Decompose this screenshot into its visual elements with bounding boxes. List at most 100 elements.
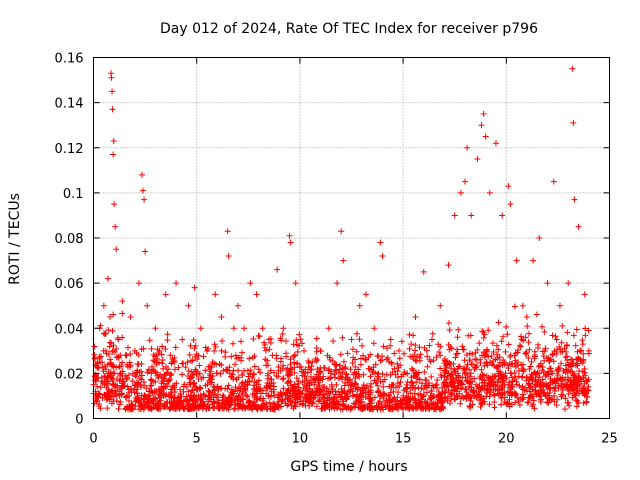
roti-cloud-point — [189, 387, 196, 394]
roti-cloud-point — [91, 343, 98, 350]
roti-cloud-point — [401, 387, 408, 394]
y-tick-label: 0.1 — [63, 187, 84, 202]
roti-cloud-point — [164, 331, 171, 338]
roti-cloud-point — [453, 374, 460, 381]
roti-cloud-point — [246, 403, 253, 410]
roti-cloud-point — [214, 391, 221, 398]
roti-cloud-point — [449, 391, 456, 398]
roti-point — [575, 223, 582, 230]
roti-cloud-point — [267, 367, 274, 374]
roti-point — [505, 183, 512, 190]
roti-cloud-point — [325, 375, 332, 382]
roti-cloud-point — [388, 381, 395, 388]
roti-cloud-point — [555, 366, 562, 373]
roti-point — [218, 313, 225, 320]
roti-cloud-point — [559, 387, 566, 394]
roti-cloud-point — [354, 397, 361, 404]
roti-cloud-point — [564, 341, 571, 348]
roti-cloud-point — [582, 332, 589, 339]
roti-cloud-point — [480, 334, 487, 341]
roti-cloud-point — [291, 352, 298, 359]
roti-cloud-point — [160, 375, 167, 382]
roti-cloud-point — [295, 384, 302, 391]
roti-cloud-point — [412, 347, 419, 354]
roti-cloud-point — [182, 364, 189, 371]
roti-cloud-point — [251, 363, 258, 370]
roti-cloud-point — [569, 394, 576, 401]
roti-cloud-point — [403, 404, 410, 411]
roti-cloud-point — [395, 389, 402, 396]
roti-cloud-point — [287, 397, 294, 404]
roti-cloud-point — [437, 343, 444, 350]
roti-cloud-point — [505, 365, 512, 372]
roti-cloud-point — [275, 373, 282, 380]
roti-point — [325, 325, 332, 332]
roti-cloud-point — [554, 396, 561, 403]
roti-cloud-point — [516, 342, 523, 349]
roti-point — [139, 171, 146, 178]
roti-cloud-point — [307, 366, 314, 373]
roti-cloud-point — [516, 402, 523, 409]
roti-cloud-point — [278, 391, 285, 398]
roti-cloud-point — [212, 343, 219, 350]
roti-point — [185, 302, 192, 309]
roti-cloud-point — [476, 340, 483, 347]
roti-cloud-point — [466, 357, 473, 364]
roti-cloud-point — [370, 368, 377, 375]
roti-cloud-point — [478, 352, 485, 359]
roti-cloud-point — [188, 374, 195, 381]
roti-cloud-point — [526, 346, 533, 353]
roti-cloud-point — [514, 394, 521, 401]
roti-cloud-point — [313, 335, 320, 342]
roti-point — [144, 302, 151, 309]
roti-cloud-point — [574, 356, 581, 363]
roti-cloud-point — [167, 352, 174, 359]
x-tick-label: 25 — [601, 432, 618, 447]
roti-cloud-point — [387, 342, 394, 349]
roti-cloud-point — [525, 398, 532, 405]
roti-cloud-point — [529, 371, 536, 378]
roti-point — [100, 302, 107, 309]
roti-cloud-point — [315, 397, 322, 404]
roti-cloud-point — [219, 404, 226, 411]
roti-cloud-point — [573, 403, 580, 410]
roti-cloud-point — [104, 391, 111, 398]
roti-cloud-point — [473, 356, 480, 363]
roti-cloud-point — [374, 406, 381, 413]
roti-cloud-point — [225, 382, 232, 389]
roti-cloud-point — [229, 371, 236, 378]
roti-cloud-point — [218, 347, 225, 354]
roti-cloud-point — [251, 371, 258, 378]
roti-cloud-point — [280, 375, 287, 382]
roti-cloud-point — [247, 404, 254, 411]
roti-cloud-point — [102, 366, 109, 373]
roti-cloud-point — [549, 379, 556, 386]
roti-cloud-point — [308, 389, 315, 396]
roti-cloud-point — [522, 350, 529, 357]
roti-cloud-point — [383, 371, 390, 378]
roti-cloud-point — [148, 366, 155, 373]
roti-cloud-point — [412, 342, 419, 349]
roti-cloud-point — [291, 359, 298, 366]
y-tick-label: 0.08 — [55, 232, 84, 247]
roti-cloud-point — [316, 396, 323, 403]
roti-cloud-point — [343, 370, 350, 377]
roti-cloud-point — [496, 359, 503, 366]
roti-cloud-point — [172, 344, 179, 351]
roti-cloud-point — [535, 388, 542, 395]
roti-cloud-point — [337, 406, 344, 413]
roti-cloud-point — [471, 375, 478, 382]
roti-cloud-point — [186, 396, 193, 403]
roti-point — [482, 133, 489, 140]
roti-cloud-point — [396, 355, 403, 362]
roti-cloud-point — [284, 379, 291, 386]
roti-cloud-point — [391, 365, 398, 372]
roti-cloud-point — [330, 395, 337, 402]
roti-point — [395, 347, 402, 354]
roti-cloud-point — [263, 390, 270, 397]
roti-cloud-point — [202, 393, 209, 400]
roti-cloud-point — [187, 397, 194, 404]
roti-cloud-point — [431, 401, 438, 408]
roti-cloud-point — [416, 357, 423, 364]
roti-cloud-point — [230, 367, 237, 374]
